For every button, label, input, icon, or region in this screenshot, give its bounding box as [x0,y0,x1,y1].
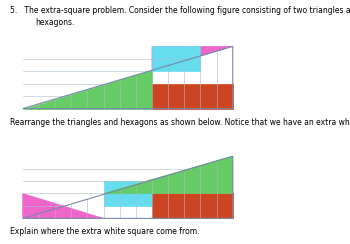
Polygon shape [23,70,152,109]
Text: Explain where the extra white square come from.: Explain where the extra white square com… [10,227,200,236]
Text: hexagons.: hexagons. [35,18,74,27]
Text: 5.   The extra-square problem. Consider the following figure consisting of two t: 5. The extra-square problem. Consider th… [10,6,350,15]
Bar [152,193,233,218]
Bar [152,46,201,71]
Bar [104,181,152,206]
Polygon shape [23,46,233,109]
Polygon shape [23,193,104,218]
Polygon shape [152,46,233,70]
Text: Rearrange the triangles and hexagons as shown below. Notice that we have an extr: Rearrange the triangles and hexagons as … [10,118,350,127]
Polygon shape [23,156,233,218]
Polygon shape [104,156,233,193]
Bar [152,84,233,109]
